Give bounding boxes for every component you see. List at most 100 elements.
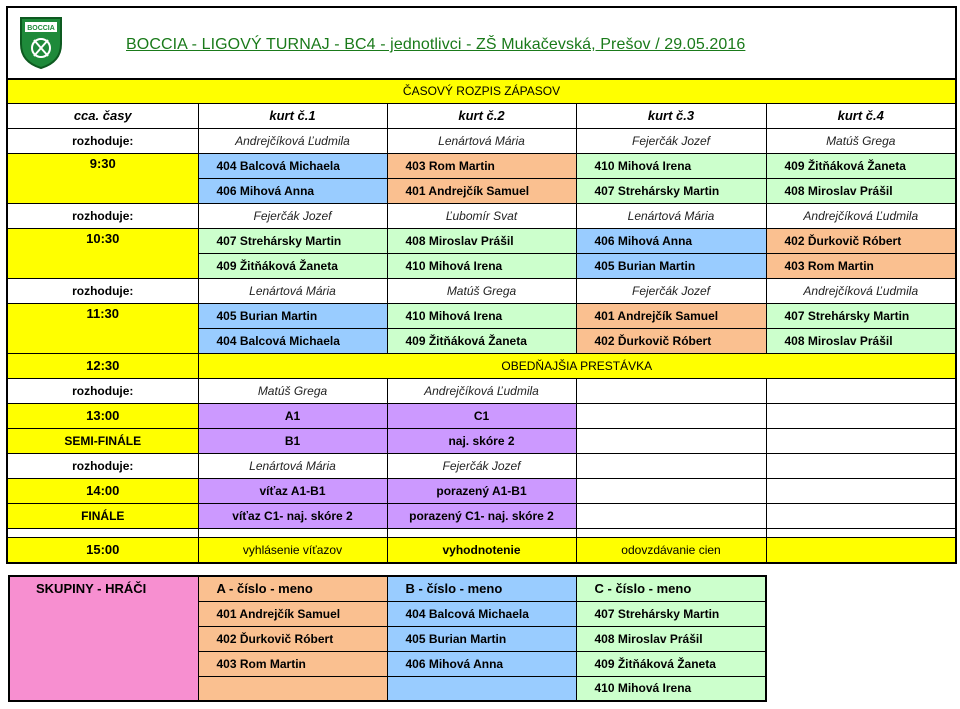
column-header: kurt č.4 [765,102,957,129]
match-row: 406 Mihová Anna 401 Andrejčík Samuel 407 S… [7,177,957,204]
closing-row: 15:00 vyhlásenie víťazov vyhodnotenie odovz… [6,536,957,564]
referee-name: Andrejčíková Ľudmila [386,377,577,404]
referee-name: Lenártová Mária [197,277,388,304]
match-row: 13:00 A1 C1 [6,402,957,429]
group-row: 402 Ďurkovič Róbert 405 Burian Martin 408 … [9,625,767,652]
match-row: 11:30 405 Burian Martin 410 Mihová Irena 40… [6,302,957,354]
group-player: 403 Rom Martin [197,650,388,677]
match-player: 406 Mihová Anna [197,177,388,204]
match-row: 14:00 víťaz A1-B1 porazený A1-B1 [6,477,957,504]
page-title: BOCCIA - LIGOVÝ TURNAJ - BC4 - jednotliv… [126,36,746,53]
break-label: OBEDŇAJŠIA PRESTÁVKA [197,352,957,379]
referee-name: Matúš Grega [386,277,577,304]
schedule-title: ČASOVÝ ROZPIS ZÁPASOV [6,78,957,104]
group-player: 406 Mihová Anna [386,650,577,677]
groups-title: SKUPINY - HRÁČI [8,575,199,702]
groups-table: SKUPINY - HRÁČI A - číslo - meno B - číslo… [8,575,767,702]
match-player: 404 Balcová Michaela [197,152,388,179]
column-header: kurt č.1 [197,102,388,129]
referee-name: Fejerčák Jozef [575,277,767,304]
match-slot [765,427,957,454]
referee-row: rozhoduje: Matúš Grega Andrejčíková Ľudmil… [6,377,957,404]
match-player: 401 Andrejčík Samuel [386,177,577,204]
match-row: 9:30 404 Balcová Michaela 403 Rom Martin 41… [6,152,957,204]
referee-row: rozhoduje: Lenártová Mária Fejerčák Jozef [6,452,957,479]
match-slot: B1 [197,427,388,454]
referee-name [575,452,767,479]
time-slot: 14:00 [6,477,199,504]
referee-name: Andrejčíková Ľudmila [765,202,957,229]
match-slot [575,477,767,504]
group-player: 407 Strehársky Martin [575,600,767,627]
schedule-title-row: ČASOVÝ ROZPIS ZÁPASOV [6,78,957,104]
referee-row: rozhoduje: Fejerčák Jozef Ľubomír Svat Lená… [6,202,957,229]
referee-row: rozhoduje: Lenártová Mária Matúš Grega Feje… [6,277,957,304]
match-slot [575,502,767,529]
group-header: C - číslo - meno [575,575,767,602]
schedule-table: ČASOVÝ ROZPIS ZÁPASOV cca. časy kurt č.1 ku… [6,78,958,564]
match-player: 402 Ďurkovič Róbert [765,227,957,254]
match-slot: porazený C1- naj. skóre 2 [386,502,577,529]
match-slot: víťaz A1-B1 [197,477,388,504]
referee-label: rozhoduje: [6,452,199,479]
group-player: 401 Andrejčík Samuel [197,600,388,627]
referee-name: Lenártová Mária [575,202,767,229]
time-slot: 13:00 [6,402,199,429]
boccia-logo: BOCCIA [20,17,62,70]
match-player: 409 Žitňáková Žaneta [197,252,388,279]
match-player: 409 Žitňáková Žaneta [386,327,577,354]
match-slot: naj. skóre 2 [386,427,577,454]
svg-text:BOCCIA: BOCCIA [27,25,55,32]
referee-name: Ľubomír Svat [386,202,577,229]
group-row: 403 Rom Martin 406 Mihová Anna 409 Žitňáko… [9,650,767,677]
spacer-row [6,527,957,538]
referee-name: Lenártová Mária [386,127,577,154]
match-player: 408 Miroslav Prášil [386,227,577,254]
stage-label: SEMI-FINÁLE [6,427,199,454]
column-header: kurt č.3 [575,102,767,129]
column-header: cca. časy [6,102,199,129]
referee-label: rozhoduje: [6,127,199,154]
referee-name: Fejerčák Jozef [575,127,767,154]
match-player: 407 Strehársky Martin [765,302,957,329]
match-player: 410 Mihová Irena [386,302,577,329]
closing-item: odovzdávanie cien [575,536,767,564]
groups-header-row: SKUPINY - HRÁČI A - číslo - meno B - číslo… [8,575,767,702]
match-player: 409 Žitňáková Žaneta [765,152,957,179]
referee-name [765,377,957,404]
group-player: 404 Balcová Michaela [386,600,577,627]
group-player [386,676,577,702]
match-player: 405 Burian Martin [575,252,767,279]
match-slot [575,427,767,454]
empty-cell [575,527,767,538]
match-slot: porazený A1-B1 [386,477,577,504]
match-player: 401 Andrejčík Samuel [575,302,767,329]
referee-name: Fejerčák Jozef [197,202,388,229]
match-player: 404 Balcová Michaela [197,327,388,354]
referee-label: rozhoduje: [6,202,199,229]
group-player: 410 Mihová Irena [575,675,767,702]
match-slot [765,402,957,429]
closing-item: vyhlásenie víťazov [197,536,388,564]
match-slot [765,477,957,504]
time-slot: 10:30 [6,227,199,279]
group-player [197,676,388,702]
referee-label: rozhoduje: [6,377,199,404]
referee-label: rozhoduje: [6,277,199,304]
match-player: 410 Mihová Irena [575,152,767,179]
match-slot: víťaz C1- naj. skóre 2 [197,502,388,529]
referee-name [765,452,957,479]
referee-name: Fejerčák Jozef [386,452,577,479]
match-player: 407 Strehársky Martin [575,177,767,204]
group-player: 409 Žitňáková Žaneta [575,650,767,677]
group-header: A - číslo - meno [197,575,388,602]
group-player: 405 Burian Martin [386,625,577,652]
referee-name: Matúš Grega [765,127,957,154]
match-slot: A1 [197,402,388,429]
match-slot: C1 [386,402,577,429]
time-slot: 15:00 [6,536,199,564]
closing-item [765,536,957,564]
time-slot: 12:30 [6,352,199,379]
referee-name: Matúš Grega [197,377,388,404]
match-player: 408 Miroslav Prášil [765,177,957,204]
